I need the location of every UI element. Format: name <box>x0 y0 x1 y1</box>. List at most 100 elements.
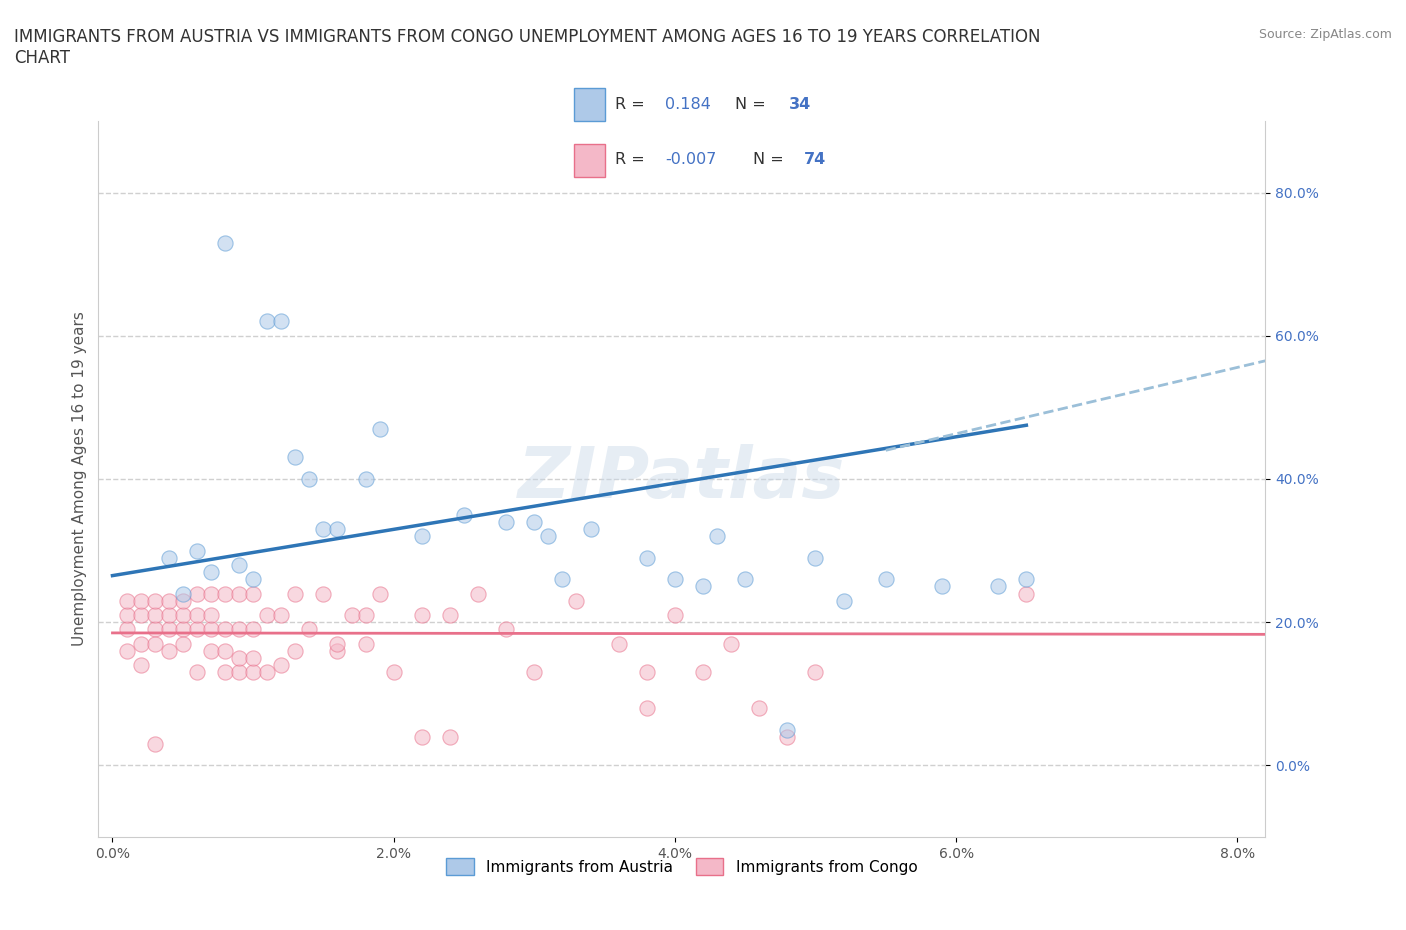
Point <box>172 636 194 651</box>
Point <box>692 578 714 594</box>
Point <box>172 586 194 601</box>
Point <box>340 607 363 622</box>
Text: R =: R = <box>616 153 650 167</box>
Point <box>200 622 222 637</box>
Point <box>214 586 236 601</box>
Point <box>129 658 152 672</box>
Point <box>706 529 728 544</box>
Point <box>523 665 546 680</box>
Point <box>115 644 138 658</box>
Point <box>143 622 166 637</box>
Point <box>298 472 321 486</box>
Point <box>636 665 658 680</box>
Point <box>664 572 686 587</box>
Point <box>129 607 152 622</box>
Point <box>832 593 855 608</box>
Point <box>776 722 799 737</box>
Point <box>453 508 475 523</box>
Point <box>115 593 138 608</box>
Point <box>776 729 799 744</box>
Point <box>186 543 208 558</box>
Point <box>200 644 222 658</box>
Point <box>143 607 166 622</box>
Point <box>1015 572 1038 587</box>
Point <box>636 700 658 715</box>
Text: -0.007: -0.007 <box>665 153 717 167</box>
Point <box>186 665 208 680</box>
Point <box>368 421 391 436</box>
Point <box>607 636 630 651</box>
Point <box>411 529 433 544</box>
Point <box>214 235 236 250</box>
Point <box>270 607 292 622</box>
Point <box>242 622 264 637</box>
Point <box>228 557 250 572</box>
Text: IMMIGRANTS FROM AUSTRIA VS IMMIGRANTS FROM CONGO UNEMPLOYMENT AMONG AGES 16 TO 1: IMMIGRANTS FROM AUSTRIA VS IMMIGRANTS FR… <box>14 28 1040 67</box>
Point <box>270 314 292 329</box>
Point <box>467 586 489 601</box>
Point <box>368 586 391 601</box>
Point <box>228 665 250 680</box>
Point <box>326 636 349 651</box>
Point <box>157 644 180 658</box>
Point <box>214 644 236 658</box>
Point <box>270 658 292 672</box>
Point <box>284 450 307 465</box>
Point <box>298 622 321 637</box>
Point <box>200 607 222 622</box>
Point <box>228 622 250 637</box>
Point <box>228 586 250 601</box>
Point <box>143 593 166 608</box>
Point <box>495 514 517 529</box>
FancyBboxPatch shape <box>575 88 605 121</box>
Text: N =: N = <box>752 153 789 167</box>
Point <box>157 607 180 622</box>
Point <box>172 622 194 637</box>
Point <box>579 522 602 537</box>
Point <box>256 314 278 329</box>
Point <box>354 636 377 651</box>
Point <box>284 586 307 601</box>
Point <box>551 572 574 587</box>
Point <box>636 551 658 565</box>
Point <box>172 593 194 608</box>
Point <box>200 586 222 601</box>
Text: 34: 34 <box>789 97 811 112</box>
Text: N =: N = <box>735 97 770 112</box>
Point <box>439 729 461 744</box>
Point <box>312 522 335 537</box>
Text: ZIPatlas: ZIPatlas <box>519 445 845 513</box>
Point <box>256 665 278 680</box>
Point <box>242 572 264 587</box>
Point <box>326 522 349 537</box>
Point <box>495 622 517 637</box>
Point <box>115 607 138 622</box>
Point <box>987 578 1010 594</box>
Point <box>157 551 180 565</box>
Point <box>326 644 349 658</box>
Point <box>143 737 166 751</box>
Point <box>186 586 208 601</box>
Y-axis label: Unemployment Among Ages 16 to 19 years: Unemployment Among Ages 16 to 19 years <box>72 312 87 646</box>
Point <box>439 607 461 622</box>
Point <box>157 622 180 637</box>
Point <box>256 607 278 622</box>
Point <box>186 607 208 622</box>
Point <box>312 586 335 601</box>
Point <box>382 665 405 680</box>
Point <box>931 578 953 594</box>
Legend: Immigrants from Austria, Immigrants from Congo: Immigrants from Austria, Immigrants from… <box>439 850 925 883</box>
Point <box>284 644 307 658</box>
Point <box>228 651 250 666</box>
Point <box>157 593 180 608</box>
Point <box>720 636 742 651</box>
Point <box>354 607 377 622</box>
Point <box>411 607 433 622</box>
Text: Source: ZipAtlas.com: Source: ZipAtlas.com <box>1258 28 1392 41</box>
Point <box>734 572 756 587</box>
Point <box>875 572 897 587</box>
Point <box>172 607 194 622</box>
Point <box>214 665 236 680</box>
Point <box>411 729 433 744</box>
Point <box>804 551 827 565</box>
